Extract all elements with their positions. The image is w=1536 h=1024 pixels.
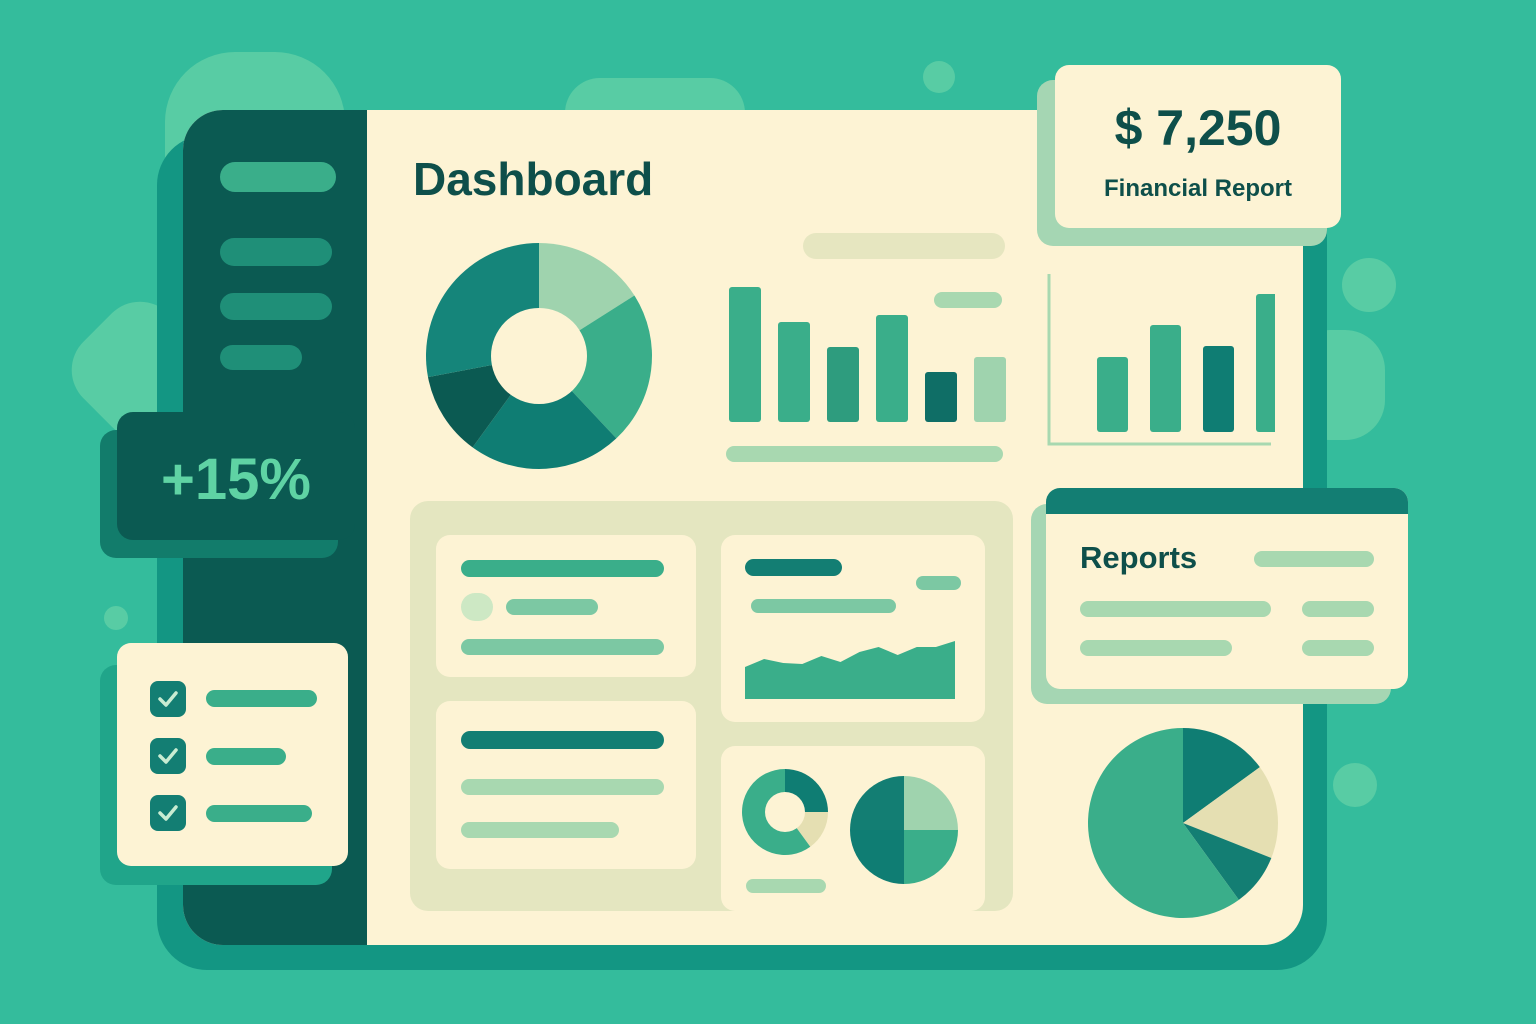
page-title: Dashboard [413,153,654,205]
mini-pie-chart [850,776,958,884]
sidebar-item[interactable] [220,293,332,320]
checklist-card[interactable] [117,643,348,866]
chart-legend-line [934,292,1002,308]
background-dot [104,606,128,630]
area-chart [745,641,955,699]
widget-line [461,779,664,795]
pie-slice [472,356,617,469]
report-line [1080,601,1271,617]
widget-line [916,576,961,590]
chart-bar [729,287,761,422]
pie-slice [539,295,652,439]
chart-bar [974,357,1006,422]
widget-line [461,731,664,749]
avatar [461,593,493,621]
checkmark-icon [158,748,178,764]
checkbox[interactable] [150,681,186,717]
chart-header-line [803,233,1005,259]
chart-bar [778,322,810,422]
background-dot [923,61,955,93]
pie-slice [850,776,904,830]
checkmark-icon [158,805,178,821]
financial-label: Financial Report [1103,175,1293,202]
widget-card[interactable] [721,535,985,722]
report-line [1080,640,1232,656]
checkbox[interactable] [150,738,186,774]
growth-value: +15% [161,447,311,512]
chart-bar [925,372,957,422]
pie-slice [1183,823,1272,900]
pie-slice [1088,728,1239,918]
report-line [1254,551,1374,567]
checklist-item-line [206,805,312,822]
widget-card[interactable] [721,746,985,911]
pie-slice [904,830,958,884]
widget-line [746,879,826,893]
financial-amount: $ 7,250 [1114,100,1282,156]
background-dot [1333,763,1377,807]
chart-bar [1203,346,1234,432]
donut-chart [426,243,652,469]
mini-donut-chart [742,769,828,855]
checkmark-icon [158,691,178,707]
chart-bar [876,315,908,422]
chart-bar [1256,294,1275,432]
sidebar-item[interactable] [220,345,302,370]
report-line [1302,640,1374,656]
background-dot [1342,258,1396,312]
bar-chart [1047,274,1275,446]
widget-line [461,639,664,655]
widget-line [506,599,598,615]
chart-axis-line [726,446,1003,462]
bar-chart [729,287,1006,422]
sidebar-item[interactable] [220,238,332,266]
chart-bar [827,347,859,422]
chart-bar [1097,357,1128,432]
widget-line [461,560,664,577]
pie-chart [1088,728,1278,918]
checkbox[interactable] [150,795,186,831]
checklist-item-line [206,690,317,707]
financial-report-card[interactable]: $ 7,250 Financial Report [1055,65,1341,228]
pie-slice [850,830,904,884]
widget-line [461,822,619,838]
donut-hole [491,308,587,404]
pie-slice [1183,728,1260,823]
area-series [745,641,955,699]
reports-card-header [1046,488,1408,514]
widget-line [745,559,842,576]
pie-slice [904,776,958,830]
donut-hole [765,792,805,832]
sidebar-item[interactable] [220,162,336,192]
widget-line [751,599,896,613]
growth-card[interactable]: +15% [117,412,355,540]
reports-title: Reports [1080,540,1198,575]
widget-card[interactable] [436,701,696,869]
widget-card[interactable] [436,535,696,677]
reports-card[interactable]: Reports [1046,488,1408,689]
pie-slice [1183,767,1278,858]
report-line [1302,601,1374,617]
checklist-item-line [206,748,286,765]
chart-axis [1047,274,1271,446]
chart-bar [1150,325,1181,432]
